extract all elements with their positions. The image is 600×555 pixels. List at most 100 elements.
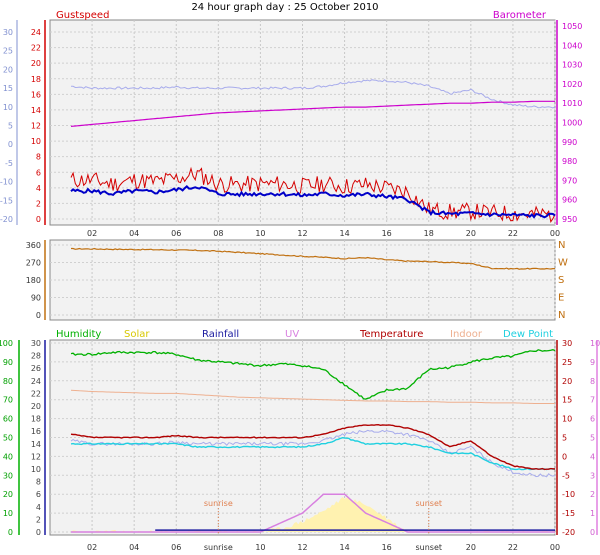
gust-tick-label: 18	[31, 75, 41, 84]
sunset-label: sunset	[415, 499, 442, 508]
legend-label: UV	[285, 329, 299, 340]
series-gustspeed	[70, 166, 556, 223]
humidity-tick-label: 70	[3, 396, 13, 405]
temp-left-tick-label: 14	[31, 440, 41, 449]
uv-tick-label: 8	[590, 377, 595, 386]
x-tick-label: 04	[129, 229, 139, 238]
compass-label: N	[558, 240, 565, 251]
temp-right-tick-label: -10	[562, 490, 575, 499]
baro-tick-label: 1020	[562, 80, 582, 89]
uv-tick-label: 9	[590, 358, 595, 367]
top-panel: Gustspeed Barometer 24222018161412108642…	[0, 10, 582, 238]
humidity-tick-label: 0	[8, 528, 13, 537]
baro-tick-label: 990	[562, 138, 577, 147]
series-wind-direction	[71, 247, 556, 270]
series-uv	[71, 493, 555, 533]
gust-tick-label: 6	[36, 168, 41, 177]
series-solar	[71, 496, 555, 532]
humidity-tick-label: 10	[3, 509, 13, 518]
temp-right-tick-label: 15	[562, 396, 572, 405]
humidity-tick-label: 80	[3, 377, 13, 386]
humidity-tick-label: 30	[3, 471, 13, 480]
series-dew-point	[70, 436, 556, 471]
temp-left-tick-label: 20	[31, 402, 41, 411]
bottom-panel: Humidity Solar Rainfall UV Temperature Indoor…	[0, 329, 600, 552]
humidity-tick-label: 50	[3, 434, 13, 443]
x-tick-label: 14	[339, 543, 349, 552]
temp-scale-tick-label: 25	[3, 47, 13, 56]
temp-right-tick-label: 0	[562, 452, 567, 461]
humidity-tick-label: 60	[3, 415, 13, 424]
temp-left-tick-label: 18	[31, 415, 41, 424]
x-tick-label: 02	[87, 229, 97, 238]
direction-tick-label: 270	[26, 259, 41, 268]
temp-scale-tick-label: -10	[0, 178, 13, 187]
x-tick-label: 06	[171, 229, 181, 238]
compass-label: S	[558, 275, 564, 286]
compass-label: W	[558, 258, 568, 269]
temp-scale-tick-label: -20	[0, 215, 13, 224]
series-barometer	[70, 100, 555, 127]
x-tick-label: 20	[466, 229, 476, 238]
uv-tick-label: 3	[590, 471, 595, 480]
x-tick-label: 04	[129, 543, 139, 552]
baro-tick-label: 960	[562, 196, 577, 205]
legend-label: Dew Point	[503, 329, 553, 340]
temp-left-tick-label: 24	[31, 377, 41, 386]
gust-tick-label: 0	[36, 215, 41, 224]
series-temperature-faint	[70, 429, 556, 478]
x-tick-label: 20	[466, 543, 476, 552]
legend-label: Rainfall	[202, 329, 239, 340]
x-tick-label: 00	[550, 229, 560, 238]
series-humidity	[70, 349, 556, 400]
temp-scale-tick-label: 0	[8, 140, 13, 149]
direction-tick-label: 90	[31, 294, 41, 303]
direction-tick-label: 360	[26, 241, 41, 250]
uv-tick-label: 4	[590, 452, 595, 461]
gust-tick-label: 24	[31, 28, 41, 37]
x-tick-label: 18	[424, 229, 434, 238]
x-tick-label: 22	[508, 229, 518, 238]
chart-title: 24 hour graph day : 25 October 2010	[191, 2, 378, 13]
humidity-tick-label: 20	[3, 490, 13, 499]
gust-tick-label: 10	[31, 137, 41, 146]
temp-right-tick-label: 25	[562, 358, 572, 367]
direction-tick-label: 180	[26, 276, 41, 285]
temp-right-tick-label: 5	[562, 434, 567, 443]
x-tick-label: 08	[213, 229, 223, 238]
baro-tick-label: 1000	[562, 119, 582, 128]
temp-left-tick-label: 4	[36, 503, 41, 512]
top-right-label: Barometer	[493, 10, 547, 21]
direction-tick-label: 0	[36, 311, 41, 320]
baro-tick-label: 1010	[562, 99, 582, 108]
legend-label: Humidity	[56, 329, 101, 340]
temp-right-tick-label: -20	[562, 528, 575, 537]
temp-left-tick-label: 2	[36, 515, 41, 524]
compass-label: N	[558, 310, 565, 321]
temp-scale-tick-label: 15	[3, 84, 13, 93]
gust-tick-label: 14	[31, 106, 41, 115]
x-tick-label: 16	[382, 543, 392, 552]
temp-scale-tick-label: 10	[3, 103, 13, 112]
temp-left-tick-label: 28	[31, 352, 41, 361]
temp-right-tick-label: 30	[562, 339, 572, 348]
temp-scale-tick-label: -5	[5, 159, 13, 168]
humidity-tick-label: 40	[3, 452, 13, 461]
x-tick-label: sunrise	[204, 543, 233, 552]
temp-left-tick-label: 26	[31, 364, 41, 373]
legend-label: Indoor	[450, 329, 483, 340]
gust-tick-label: 2	[36, 199, 41, 208]
uv-tick-label: 0	[590, 528, 595, 537]
uv-tick-label: 5	[590, 434, 595, 443]
top-left-label: Gustspeed	[56, 10, 109, 21]
temp-scale-tick-label: 20	[3, 65, 13, 74]
baro-tick-label: 950	[562, 215, 577, 224]
series-windspeed	[70, 185, 556, 219]
x-tick-label: 22	[508, 543, 518, 552]
gust-tick-label: 12	[31, 122, 41, 131]
gust-tick-label: 8	[36, 153, 41, 162]
temp-right-tick-label: 20	[562, 377, 572, 386]
x-tick-label: 14	[339, 229, 349, 238]
